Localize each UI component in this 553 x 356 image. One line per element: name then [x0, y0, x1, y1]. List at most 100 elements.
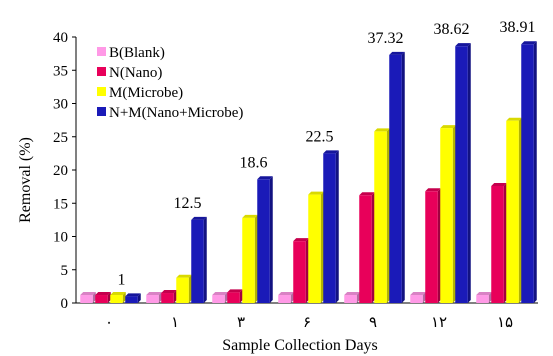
bar-side [371, 192, 375, 303]
x-tick-label: ۰ [105, 315, 113, 331]
y-tick-label: 30 [53, 97, 68, 113]
y-tick-label: 10 [53, 230, 68, 246]
legend-label: M(Microbe) [109, 85, 183, 101]
bar-side [437, 188, 441, 303]
legend-label: N(Nano) [109, 65, 162, 81]
bar-top [278, 292, 294, 296]
bar-top [521, 41, 537, 45]
bar [455, 43, 471, 303]
legend-label: N+M(Nano+Microbe) [109, 105, 243, 121]
bar-front [80, 295, 93, 303]
bar-side [401, 51, 405, 304]
bar-front [242, 217, 255, 303]
legend-item: B(Blank) [97, 45, 165, 61]
y-tick-label: 5 [61, 263, 69, 279]
bar-side [203, 216, 207, 303]
bar-front [425, 191, 438, 303]
data-labels: 1 12.5 18.6 22.5 37.32 38.62 38.91 [118, 19, 536, 288]
bar [389, 51, 405, 304]
bar-front [212, 295, 225, 303]
bar-side [335, 150, 339, 303]
x-tick-label: ۹ [369, 315, 377, 331]
bar-side [290, 292, 294, 303]
bar [506, 117, 522, 303]
bar-top [191, 216, 207, 220]
y-tick-label: 40 [53, 30, 68, 46]
bar-front [410, 295, 423, 303]
bar [161, 290, 177, 303]
data-label: 38.62 [434, 21, 470, 38]
data-label: 37.32 [368, 30, 404, 47]
bar-front [176, 277, 189, 303]
data-label: 22.5 [306, 128, 334, 145]
bar-top [80, 292, 96, 296]
x-tick-label: ۱ [171, 315, 179, 331]
bar-side [173, 290, 177, 303]
y-tick-label: 20 [53, 163, 68, 179]
bar-top [212, 292, 228, 296]
bar-front [125, 296, 138, 303]
bar [95, 292, 111, 303]
bar-front [293, 241, 306, 303]
data-label: 38.91 [500, 19, 536, 36]
bar-side [239, 289, 243, 303]
bar-front [308, 194, 321, 303]
legend-item: M(Microbe) [97, 85, 183, 101]
bar [176, 274, 192, 303]
bar [425, 188, 441, 303]
bar-front [440, 128, 453, 303]
data-label: 12.5 [174, 195, 202, 212]
bar-front [506, 120, 519, 303]
bar-top [506, 117, 522, 121]
bar [80, 292, 96, 303]
bar [242, 214, 258, 303]
bar-front [191, 219, 204, 303]
bar-front [146, 295, 159, 303]
bar [257, 176, 273, 303]
bar-top [440, 125, 456, 129]
bar-front [227, 292, 240, 303]
legend: B(Blank) N(Nano) M(Microbe) N+M(Nano+Microb… [97, 45, 243, 121]
bar-top [293, 238, 309, 242]
bar-front [344, 295, 357, 303]
bar-side [452, 125, 456, 303]
x-tick-label: ۳ [237, 315, 245, 331]
legend-item: N+M(Nano+Microbe) [97, 105, 243, 121]
bars [80, 41, 537, 304]
bar-top [389, 51, 405, 55]
bar [227, 289, 243, 303]
bar-front [521, 44, 534, 303]
legend-swatch [97, 107, 106, 116]
bar [491, 182, 507, 303]
legend-swatch [97, 67, 106, 76]
bar-top [455, 43, 471, 47]
bar-front [278, 295, 291, 303]
bar-side [320, 191, 324, 303]
y-tick-label: 35 [53, 63, 68, 79]
bar-top [476, 292, 492, 296]
bar-side [254, 214, 258, 303]
bar-side [305, 238, 309, 303]
bar [293, 238, 309, 303]
bar-front [455, 46, 468, 303]
bar-side [107, 292, 111, 303]
bar-top [323, 150, 339, 154]
bar [476, 292, 492, 303]
x-tick-label: ۶ [303, 315, 311, 331]
data-label: 1 [118, 271, 126, 288]
bar-top [410, 292, 426, 296]
bar-front [323, 153, 336, 303]
legend-swatch [97, 87, 106, 96]
bar-side [269, 176, 273, 303]
bar-side [518, 117, 522, 303]
bar-side [92, 292, 96, 303]
bar-side [356, 292, 360, 303]
bar-side [488, 292, 492, 303]
bar-top [110, 292, 126, 296]
bar-side [467, 43, 471, 303]
bar-top [146, 292, 162, 296]
bar-top [374, 128, 390, 132]
bar-front [257, 179, 270, 303]
